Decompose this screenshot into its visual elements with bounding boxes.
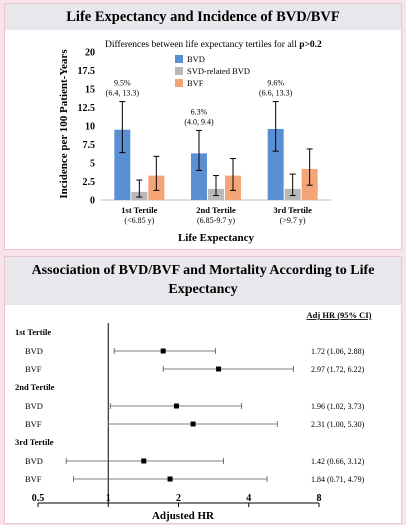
row-label: BVD [25, 346, 43, 356]
x-tick-label: 4 [246, 493, 251, 504]
y-tick-label: 17.5 [78, 66, 96, 77]
hr-value-text: 1.96 (1.02, 3.73) [311, 402, 365, 411]
mortality-title-line2: Expectancy [168, 282, 238, 297]
row-label: BVF [25, 419, 42, 429]
legend-label: BVF [187, 78, 204, 88]
x-category-label: 1st Tertile [121, 205, 157, 215]
x-category-sublabel: (<6.85 y) [124, 216, 154, 225]
hr-point [167, 476, 173, 482]
hr-value-text: 2.31 (1.00, 5.30) [311, 420, 365, 429]
incidence-bar-chart: Differences between life expectancy tert… [58, 39, 331, 244]
legend-label: SVD-related BVD [187, 66, 250, 76]
hr-value-text: 2.97 (1.72, 6.22) [311, 365, 365, 374]
bar-annotation-ci: (6.6, 13.3) [259, 89, 293, 98]
hr-point [173, 403, 179, 409]
y-tick-label: 5 [90, 159, 95, 170]
incidence-title: Life Expectancy and Incidence of BVD/BVF [5, 4, 401, 30]
bar-annotation-ci: (4.0, 9.4) [184, 117, 214, 126]
mortality-title-line1: Association of BVD/BVF and Mortality Acc… [31, 263, 375, 278]
legend-swatch [175, 79, 183, 87]
mortality-title: Association of BVD/BVF and Mortality Acc… [5, 257, 401, 305]
hr-point [216, 366, 222, 372]
x-tick-label: 8 [317, 493, 322, 504]
x-axis-label: Adjusted HR [152, 510, 215, 522]
group-label: 1st Tertile [15, 327, 51, 337]
y-axis-label: Incidence per 100 Patient-Years [58, 49, 70, 199]
y-tick-label: 12.5 [78, 103, 96, 114]
bar-annotation-value: 9.6% [267, 79, 284, 88]
bar-bvd [191, 153, 207, 200]
hr-point [190, 421, 196, 427]
bar-bvd [114, 129, 131, 200]
row-label: BVF [25, 474, 42, 484]
legend-swatch [175, 67, 183, 75]
x-tick-label: 1 [106, 493, 111, 504]
x-tick-label: 0.5 [32, 493, 45, 504]
y-tick-label: 7.5 [83, 140, 96, 151]
mortality-panel: Association of BVD/BVF and Mortality Acc… [4, 256, 402, 524]
legend-swatch [175, 55, 183, 63]
bar-annotation-value: 9.5% [114, 79, 131, 88]
bar-annotation-value: 6.3% [191, 107, 208, 116]
row-label: BVD [25, 401, 43, 411]
x-category-label: 2nd Tertile [196, 205, 236, 215]
y-tick-label: 0 [90, 196, 95, 207]
hr-point [160, 348, 166, 354]
y-tick-label: 10 [85, 122, 95, 133]
forest-plot: Adj HR (95% CI) 0.5 1 2 4 8 Adjusted HR 1st Te… [15, 310, 372, 522]
x-category-label: 3rd Tertile [273, 205, 312, 215]
chart-subtitle: Differences between life expectancy tert… [105, 39, 322, 50]
y-tick-label: 20 [85, 48, 95, 59]
hr-value-text: 1.72 (1.06, 2.88) [311, 347, 365, 356]
x-category-sublabel: (6.85-9.7 y) [197, 216, 235, 225]
group-label: 3rd Tertile [15, 437, 54, 447]
y-tick-label: 2.5 [83, 177, 96, 188]
hr-point [141, 458, 147, 464]
row-label: BVD [25, 456, 43, 466]
hr-value-text: 1.84 (0.71, 4.79) [311, 475, 365, 484]
hr-column-header: Adj HR (95% CI) [307, 310, 372, 320]
x-tick-label: 2 [176, 493, 181, 504]
legend-label: BVD [187, 54, 205, 64]
x-category-sublabel: (>9.7 y) [280, 216, 306, 225]
incidence-panel: Life Expectancy and Incidence of BVD/BVF… [4, 3, 402, 250]
group-label: 2nd Tertile [15, 382, 55, 392]
row-label: BVF [25, 364, 42, 374]
bar-annotation-ci: (6.4, 13.3) [106, 89, 140, 98]
hr-value-text: 1.42 (0.66, 3.12) [311, 457, 365, 466]
y-tick-label: 15 [85, 85, 95, 96]
bar-bvd [267, 128, 284, 200]
x-axis-label: Life Expectancy [178, 232, 255, 244]
